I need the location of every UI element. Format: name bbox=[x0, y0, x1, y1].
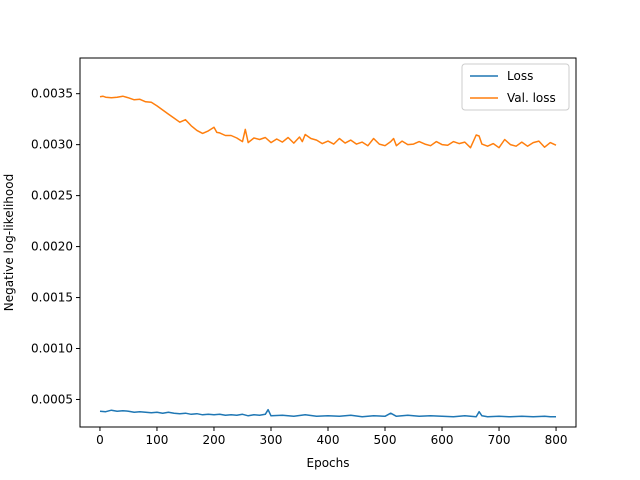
x-axis-ticks: 0 100 200 300 400 500 600 700 800 bbox=[96, 427, 567, 447]
plot-area bbox=[80, 58, 576, 427]
x-tick-label: 100 bbox=[146, 433, 169, 447]
y-tick-label: 0.0020 bbox=[31, 240, 73, 254]
plot-frame bbox=[79, 57, 577, 428]
series-line-val-loss bbox=[99, 95, 557, 149]
x-tick-label: 400 bbox=[317, 433, 340, 447]
series-line-loss bbox=[99, 408, 556, 418]
series-layer bbox=[99, 95, 557, 418]
x-tick-label: 0 bbox=[96, 433, 104, 447]
x-tick-label: 600 bbox=[431, 433, 454, 447]
y-tick-label: 0.0035 bbox=[31, 87, 73, 101]
y-tick-label: 0.0015 bbox=[31, 291, 73, 305]
x-tick-label: 500 bbox=[374, 433, 397, 447]
x-tick-label: 200 bbox=[203, 433, 226, 447]
y-axis-label: Negative log-likelihood bbox=[2, 174, 16, 311]
x-axis-label: Epochs bbox=[307, 456, 350, 470]
x-tick-label: 300 bbox=[260, 433, 283, 447]
legend: Loss Val. loss bbox=[461, 63, 570, 111]
x-tick-label: 700 bbox=[488, 433, 511, 447]
legend-label: Loss bbox=[507, 69, 533, 83]
y-tick-label: 0.0025 bbox=[31, 189, 73, 203]
legend-label: Val. loss bbox=[507, 91, 556, 105]
y-axis-ticks: 0.0005 0.0010 0.0015 0.0020 0.0025 0.0030 0.00… bbox=[31, 87, 80, 406]
x-tick-label: 800 bbox=[545, 433, 568, 447]
y-tick-label: 0.0030 bbox=[31, 138, 73, 152]
y-tick-label: 0.0005 bbox=[31, 392, 73, 406]
y-tick-label: 0.0010 bbox=[31, 342, 73, 356]
